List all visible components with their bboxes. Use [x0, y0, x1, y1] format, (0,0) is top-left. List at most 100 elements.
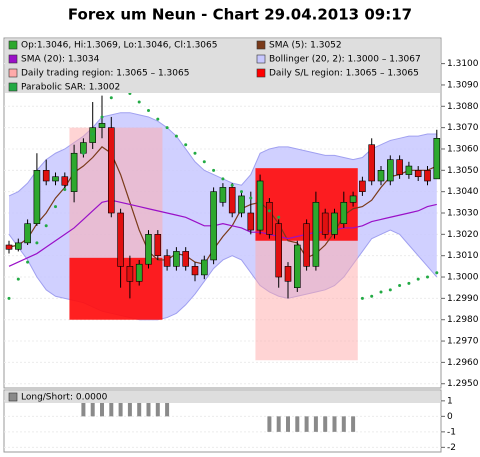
y-tick-label: 0: [447, 412, 453, 422]
candle-body: [424, 170, 431, 182]
candle-body: [5, 244, 13, 250]
sar-dot: [398, 284, 402, 288]
legend-label: Bollinger (20, 2): 1.3000 – 1.3067: [269, 55, 421, 65]
legend-label: SMA (5): 1.3052: [269, 41, 342, 51]
indicator-bar: [165, 400, 170, 417]
sar-dot: [54, 205, 57, 209]
indicator-bar: [118, 400, 123, 417]
sar-dot: [63, 188, 67, 192]
candle-body: [433, 138, 441, 180]
y-tick-label: 1.2960: [447, 358, 479, 368]
y-tick-label: 1.3090: [447, 80, 479, 90]
y-tick-label: 1: [447, 396, 453, 406]
indicator-bar: [351, 416, 356, 432]
y-tick-label: 1.3040: [447, 187, 479, 197]
sar-dot: [407, 281, 411, 285]
candle-body: [210, 191, 217, 261]
y-tick-label: 1.2950: [447, 379, 479, 389]
candle-body: [42, 170, 50, 182]
y-tick-label: 1.3030: [447, 209, 479, 219]
candle-body: [414, 170, 422, 178]
sar-dot: [202, 160, 206, 164]
candle-body: [163, 255, 171, 267]
indicator-bar: [295, 416, 300, 432]
candle-body: [349, 195, 357, 203]
candle-body: [191, 266, 199, 276]
y-tick-label: 1.3000: [447, 273, 479, 283]
sar-dot: [426, 275, 429, 279]
indicator-bar: [341, 416, 346, 432]
candle-body: [24, 223, 31, 244]
sar-dot: [221, 177, 225, 181]
candle-body: [284, 266, 292, 282]
sar-dot: [388, 288, 392, 292]
candle-body: [275, 223, 283, 278]
y-tick-label: 1.3070: [447, 123, 479, 133]
sar-dot: [193, 151, 197, 155]
legend-swatch: [8, 82, 18, 92]
candle-body: [70, 152, 78, 192]
sar-dot: [147, 109, 150, 113]
indicator-bar: [267, 416, 272, 432]
candle-body: [154, 234, 162, 256]
indicator-bar: [323, 416, 328, 432]
legend-swatch: [8, 68, 18, 78]
candle-body: [117, 212, 124, 267]
candle-body: [377, 170, 385, 182]
indicator-bar: [109, 400, 114, 417]
region: [69, 257, 163, 320]
candle-body: [182, 251, 189, 267]
candle-body: [201, 259, 208, 276]
legend-swatch: [8, 40, 18, 50]
candle-body: [145, 234, 152, 265]
sar-dot: [230, 183, 234, 187]
candle-body: [303, 223, 310, 267]
sar-dot: [360, 296, 364, 300]
sar-dot: [156, 117, 160, 121]
candle-body: [80, 142, 87, 154]
candle-body: [98, 123, 106, 128]
legend-label: Daily S/L region: 1.3065 – 1.3065: [269, 69, 419, 79]
y-tick-label: 1.3060: [447, 144, 479, 154]
candle-body: [247, 212, 255, 231]
y-tick-label: 1.3050: [447, 166, 479, 176]
sar-dot: [379, 290, 383, 294]
sar-dot: [370, 294, 374, 298]
indicator-bar: [81, 400, 86, 417]
sar-dot: [109, 96, 113, 100]
candle-body: [61, 176, 69, 186]
candle-body: [359, 180, 366, 192]
sar-dot: [277, 215, 281, 219]
sar-dot: [165, 126, 169, 130]
legend-label: SMA (20): 1.3034: [21, 55, 100, 65]
legend-swatch: [256, 40, 266, 50]
y-tick-label: 1.3100: [447, 59, 479, 69]
legend-label: Daily trading region: 1.3065 – 1.3065: [21, 69, 189, 79]
candle-body: [405, 165, 413, 175]
sar-dot: [35, 241, 39, 245]
sar-dot: [240, 190, 243, 194]
candle-body: [321, 212, 329, 235]
legend-label: Long/Short: 0.0000: [21, 393, 108, 403]
candle-body: [238, 195, 245, 214]
candle-body: [108, 127, 115, 214]
indicator-bar: [304, 416, 309, 432]
sar-dot: [91, 132, 95, 136]
sar-dot: [137, 100, 141, 104]
sar-dot: [416, 277, 420, 281]
sar-dot: [81, 151, 85, 155]
candle-body: [293, 244, 301, 288]
candle-body: [368, 144, 376, 182]
sar-dot: [249, 196, 253, 200]
y-tick-label: -1: [447, 427, 456, 437]
legend-swatch: [256, 68, 266, 78]
indicator-bar: [332, 416, 337, 432]
y-tick-label: -2: [447, 443, 456, 453]
sar-dot: [174, 134, 178, 138]
legend-swatch: [8, 54, 18, 64]
sar-dot: [26, 260, 30, 264]
sar-dot: [44, 224, 48, 228]
legend-swatch: [8, 392, 18, 402]
sar-dot: [72, 168, 76, 172]
